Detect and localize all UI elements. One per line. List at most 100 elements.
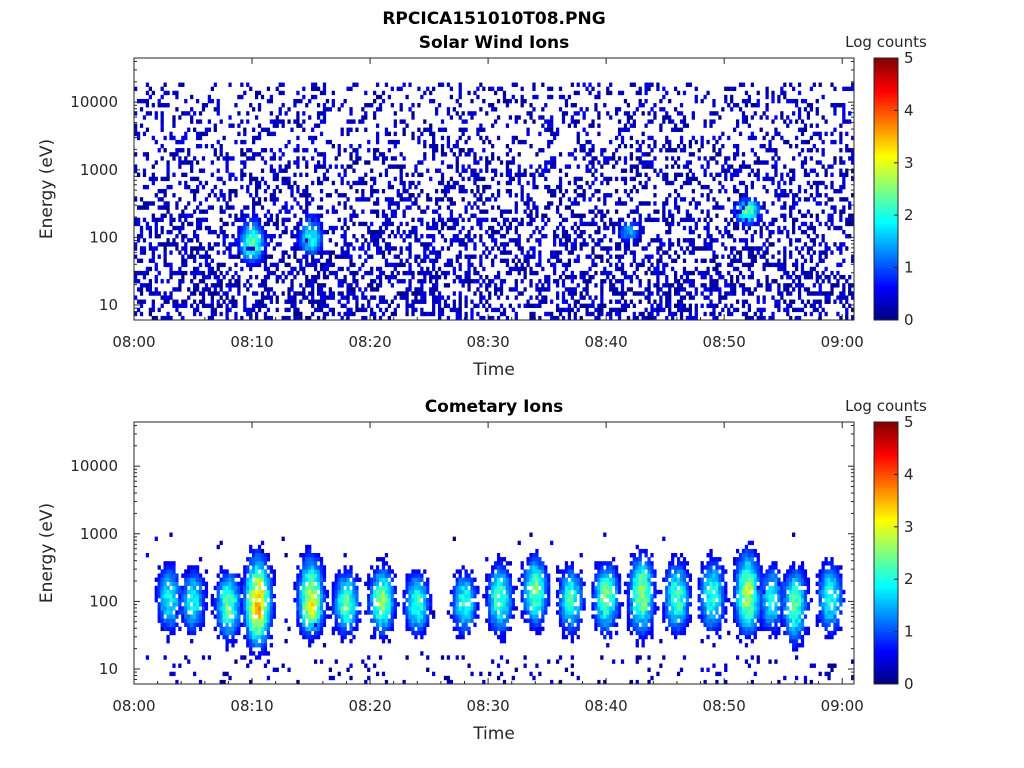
heatmap-cell — [429, 258, 433, 263]
heatmap-cell — [470, 225, 474, 231]
heatmap-cell — [656, 258, 660, 263]
heatmap-cell — [432, 131, 436, 137]
heatmap-cell — [688, 213, 692, 218]
heatmap-cell — [671, 242, 675, 247]
heatmap-cell — [792, 86, 796, 92]
heatmap-cell — [703, 242, 707, 247]
heatmap-cell — [685, 176, 690, 182]
heatmap-cell — [688, 180, 692, 186]
heatmap-cell — [458, 135, 462, 141]
heatmap-cell — [145, 98, 150, 104]
heatmap-cell — [246, 287, 250, 292]
heatmap-cell — [172, 119, 176, 124]
heatmap-cell — [553, 156, 557, 161]
heatmap-cell — [316, 258, 321, 263]
heatmap-cell — [738, 131, 743, 137]
heatmap-cell — [378, 279, 383, 284]
heatmap-cell — [750, 238, 754, 243]
heatmap-cell — [756, 217, 760, 223]
heatmap-cell — [473, 160, 477, 165]
heatmap-cell — [694, 291, 698, 296]
heatmap-cell — [765, 250, 769, 255]
heatmap-cell — [139, 225, 144, 231]
heatmap-cell — [789, 82, 793, 87]
heatmap-cell — [272, 176, 276, 182]
heatmap-cell — [712, 98, 716, 104]
heatmap-cell — [800, 270, 805, 276]
heatmap-cell — [278, 119, 282, 124]
heatmap-cell — [647, 258, 651, 263]
heatmap-cell — [142, 283, 147, 288]
heatmap-cell — [228, 172, 232, 178]
heatmap-cell — [741, 180, 746, 186]
heatmap-cell — [237, 291, 241, 296]
heatmap-cell — [240, 250, 244, 255]
heatmap-cell — [219, 193, 223, 198]
heatmap-cell — [299, 238, 303, 243]
heatmap-cell — [800, 254, 805, 259]
heatmap-cell — [541, 148, 545, 153]
heatmap-cell — [830, 250, 834, 255]
heatmap-cell — [715, 254, 719, 259]
heatmap-cell — [249, 238, 253, 243]
heatmap-cell — [240, 168, 244, 173]
heatmap-cell — [579, 303, 583, 309]
heatmap-cell — [647, 152, 651, 157]
heatmap-cell — [281, 250, 285, 255]
heatmap-cell — [370, 287, 374, 292]
heatmap-cell — [172, 287, 176, 292]
heatmap-cell — [305, 160, 309, 165]
heatmap-cell — [187, 160, 191, 165]
heatmap-cell — [538, 115, 542, 120]
heatmap-cell — [237, 234, 241, 239]
heatmap-cell — [839, 250, 843, 255]
heatmap-cell — [151, 254, 155, 259]
heatmap-cell — [768, 229, 772, 235]
heatmap-cell — [364, 315, 368, 321]
heatmap-cell — [375, 213, 380, 218]
heatmap-cell — [750, 205, 754, 210]
heatmap-cell — [417, 279, 421, 284]
heatmap-cell — [417, 238, 421, 243]
heatmap-cell — [617, 254, 622, 259]
heatmap-cell — [682, 180, 687, 186]
heatmap-cell — [243, 152, 247, 157]
heatmap-cell — [783, 201, 787, 206]
x-tick-label: 08:50 — [703, 333, 746, 351]
heatmap-cell — [467, 262, 471, 268]
heatmap-cell — [541, 295, 545, 300]
heatmap-cell — [659, 307, 663, 313]
heatmap-cell — [526, 303, 530, 309]
heatmap-cell — [275, 274, 279, 280]
heatmap-cell — [750, 315, 754, 321]
heatmap-cell — [741, 119, 746, 124]
heatmap-cell — [296, 135, 300, 141]
heatmap-cell — [756, 295, 760, 300]
heatmap-cell — [163, 242, 167, 247]
heatmap-cell — [812, 291, 816, 296]
heatmap-cell — [381, 213, 386, 218]
heatmap-cell — [464, 152, 468, 157]
heatmap-cell — [337, 279, 341, 284]
colorbar-segment — [874, 301, 898, 305]
heatmap-cell — [246, 246, 250, 251]
heatmap-cell — [839, 274, 843, 280]
heatmap-cell — [467, 152, 471, 157]
heatmap-cell — [591, 217, 595, 223]
solar-wind-panel: Solar Wind Ions 08:00 08:10 08:20 08:30 08:4… — [37, 33, 927, 380]
heatmap-cell — [470, 311, 474, 317]
heatmap-cell — [187, 127, 191, 132]
heatmap-cell — [340, 246, 344, 251]
heatmap-cell — [671, 258, 675, 263]
heatmap-cell — [429, 90, 433, 96]
heatmap-cell — [617, 242, 622, 247]
heatmap-cell — [803, 139, 808, 145]
heatmap-cell — [210, 283, 214, 288]
heatmap-cell — [252, 205, 256, 210]
heatmap-cell — [803, 156, 808, 161]
heatmap-cell — [520, 262, 524, 268]
heatmap-cell — [393, 213, 397, 218]
heatmap-cell — [414, 287, 418, 292]
heatmap-cell — [408, 180, 412, 186]
heatmap-cell — [275, 197, 279, 202]
